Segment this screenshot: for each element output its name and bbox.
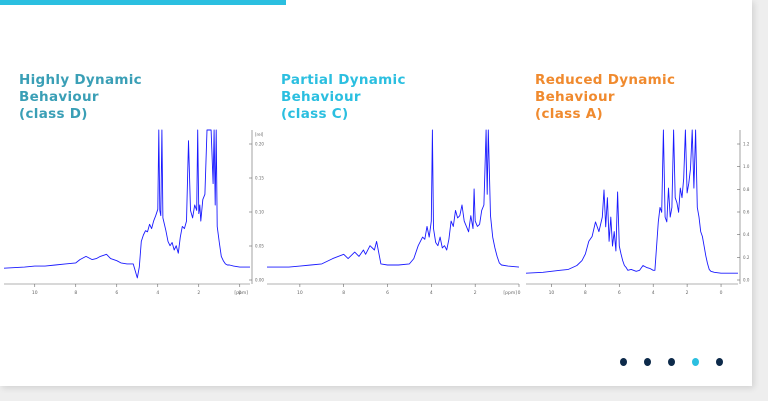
x-tick-label: 10 [32,290,38,296]
panel-title-class-c: Partial Dynamic Behaviour (class C) [281,72,406,123]
nmr-spectrum-class-a: 10 8 6 4 2 0 0.0 0.2 0.4 0.6 0.8 1.0 1.2 [524,128,752,298]
title-line: (class A) [535,106,603,122]
x-tick-label: 0 [720,290,723,296]
y-tick-label: 1.2 [743,142,750,147]
y-tick-label: 0.6 [743,210,750,215]
x-tick-label: 4 [430,290,433,296]
y-tick-label: 0.10 [255,210,264,215]
title-line: Behaviour [535,89,615,105]
y-tick-label: 1.0 [743,164,750,169]
x-tick-label: 6 [618,290,621,296]
x-tick-label: 8 [74,290,77,296]
y-tick-label: 0.0 [743,278,750,283]
x-unit-label: [ppm] [503,290,517,296]
nmr-spectrum-class-d: 10 8 6 4 2 0 [ppm] 0.00 0.05 0.10 0.15 0.20 [rel] [2,128,264,298]
x-tick-label: 2 [686,290,689,296]
y-unit-label: [rel] [255,132,264,137]
x-tick-label: 10 [297,290,303,296]
y-tick-label: 0.20 [255,142,264,147]
x-tick-label: 10 [549,290,555,296]
spectrum-line [3,129,250,279]
spectrum-svg: 10 8 6 4 2 0 0.0 0.2 0.4 0.6 0.8 1.0 1.2 [525,129,750,296]
spectrum-svg: 10 8 6 4 2 0[ppm] 0.00 0.05 0.10 0.15 0.20 [rel] [3,129,264,296]
pager-dot-1[interactable] [620,358,627,366]
x-tick-label: 6 [115,290,118,296]
spectrum-line [525,129,738,274]
x-tick-label: 8 [342,290,345,296]
title-line: Highly Dynamic [19,72,142,88]
title-line: Behaviour [281,89,361,105]
slide-card: Highly Dynamic Behaviour (class D) Parti… [0,0,752,386]
x-unit-label: [ppm] [234,290,248,296]
pager-dot-5[interactable] [716,358,723,366]
title-line: Reduced Dynamic [535,72,676,88]
pager-dot-2[interactable] [644,358,651,366]
title-line: Behaviour [19,89,99,105]
y-tick-label: 0.05 [255,244,264,249]
title-line: (class D) [19,106,88,122]
title-line: (class C) [281,106,349,122]
spectrum-svg: 10 8 6 4 2 0[ppm] [267,129,521,296]
x-tick-label: 2 [474,290,477,296]
x-tick-label: 6 [386,290,389,296]
y-tick-label: 0.4 [743,232,750,237]
x-tick-label: 0 [518,290,521,296]
x-tick-label: 4 [652,290,655,296]
y-tick-label: 0.8 [743,187,750,192]
panel-title-class-a: Reduced Dynamic Behaviour (class A) [535,72,675,123]
x-tick-label: 8 [584,290,587,296]
accent-bar [0,0,286,5]
panel-title-class-d: Highly Dynamic Behaviour (class D) [19,72,142,123]
nmr-spectrum-class-c: 10 8 6 4 2 0 [ppm] [265,128,523,298]
pager-dot-3[interactable] [668,358,675,366]
y-tick-label: 0.15 [255,176,264,181]
x-tick-label: 0 [238,290,241,296]
y-tick-label: 0.00 [255,278,264,283]
x-tick-label: 2 [197,290,200,296]
spectrum-line [267,129,520,268]
x-tick-label: 4 [156,290,159,296]
slide-pager [620,355,740,369]
pager-dot-4[interactable] [692,358,699,366]
title-line: Partial Dynamic [281,72,406,88]
y-tick-label: 0.2 [743,255,750,260]
